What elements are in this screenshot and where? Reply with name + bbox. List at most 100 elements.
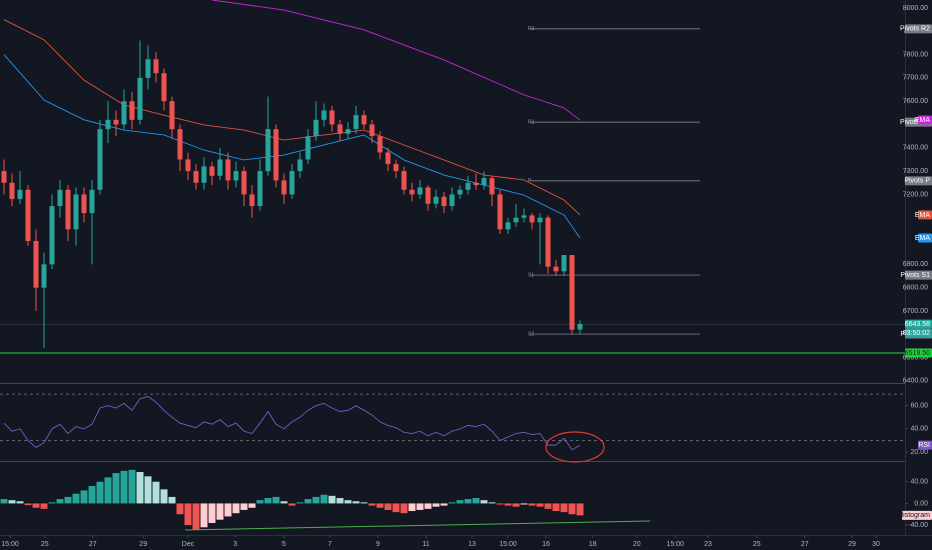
drawn-ellipse: [545, 431, 605, 463]
pivot-tag: Pivots R2: [900, 26, 930, 33]
histogram-bar: [112, 473, 120, 504]
x-tick-label: 25: [41, 541, 49, 548]
x-tick-label: 15:00: [1, 541, 19, 548]
candle-body: [561, 255, 567, 272]
candle-body: [273, 129, 279, 181]
candle-body: [521, 215, 527, 218]
y-tick-label: 60.00: [910, 403, 928, 410]
y-tick-label: 7400.00: [903, 145, 928, 152]
histogram-bar: [528, 503, 536, 506]
histogram-bar: [16, 501, 24, 504]
candle-body: [369, 124, 375, 137]
candle-body: [449, 194, 455, 207]
histogram-bar: [456, 500, 464, 504]
y-tick-label: 8000.00: [903, 5, 928, 12]
histogram-bar: [320, 494, 328, 504]
candle-body: [225, 159, 231, 181]
ema-line: [3, 54, 581, 239]
candle-body: [513, 217, 519, 223]
candle-body: [153, 59, 159, 74]
candle-body: [105, 119, 111, 130]
y-tick-label: 6500.00: [903, 354, 928, 361]
histogram-bar: [560, 503, 568, 513]
histogram-bar: [472, 498, 480, 504]
histogram-bar: [328, 495, 336, 504]
histogram-bar: [280, 501, 288, 504]
histogram-bar: [8, 500, 16, 504]
histogram-bar: [360, 502, 368, 504]
candle-body: [489, 178, 495, 195]
rsi-tag-bg: [918, 440, 932, 450]
candle-body: [1, 171, 7, 183]
histogram-bar: [192, 503, 200, 530]
y-tick-label: 20.00: [910, 449, 928, 456]
pivot-tag: Pivots S1: [900, 272, 930, 279]
candle-body: [217, 159, 223, 176]
y-tick-label: 6900.00: [903, 261, 928, 268]
candle-body: [169, 101, 175, 130]
candle-body: [129, 101, 135, 120]
candle-body: [473, 182, 479, 186]
y-tick-label: 0.00: [914, 500, 928, 507]
histogram-bar: [184, 503, 192, 526]
candle-body: [25, 189, 31, 242]
y-tick-label: 7200.00: [903, 191, 928, 198]
trend-line: [184, 520, 651, 531]
histogram-bar: [208, 503, 216, 523]
y-tick-label: 7800.00: [903, 51, 928, 58]
histogram-bar: [32, 503, 40, 508]
last-price-tag-bg: [905, 319, 932, 329]
candle-body: [569, 255, 575, 330]
histogram-bar: [400, 503, 408, 514]
ema-tag-bg: [918, 233, 932, 243]
pivot-label: S2: [528, 331, 534, 337]
histogram-bar: [72, 493, 80, 504]
x-tick-label: 7: [328, 541, 332, 548]
rsi-tag: RSI: [918, 442, 930, 449]
candle-body: [553, 266, 559, 272]
histogram-bar: [56, 499, 64, 504]
ema-line: [3, 19, 581, 216]
histogram-bar: [552, 503, 560, 512]
histogram-bar: [464, 499, 472, 504]
pivot-label: R2: [528, 26, 535, 32]
histogram-bar: [264, 498, 272, 504]
candle-body: [41, 264, 47, 288]
histogram-bar: [200, 503, 208, 528]
y-tick-label: 7600.00: [903, 98, 928, 105]
candle-body: [313, 119, 319, 137]
candle-body: [81, 194, 87, 214]
histogram-bar: [496, 503, 504, 505]
candle-body: [193, 171, 199, 183]
candle-body: [65, 189, 71, 230]
x-tick-label: 23: [704, 541, 712, 548]
y-tick-label: 6400.00: [903, 378, 928, 385]
candle-body: [417, 187, 423, 195]
histogram-bar: [296, 502, 304, 504]
histogram-bar: [216, 503, 224, 520]
candle-body: [137, 77, 143, 120]
x-tick-label: 15:00: [499, 541, 517, 548]
pivot-tag: Pivots R1: [900, 119, 930, 126]
ema-line: [211, 0, 581, 121]
histogram-bar: [152, 481, 160, 504]
histogram-bar: [424, 503, 432, 509]
y-tick-label: 7300.00: [903, 168, 928, 175]
x-tick-label: 11: [422, 541, 429, 548]
candle-body: [297, 159, 303, 172]
histogram-bar: [336, 498, 344, 504]
histogram-bar: [504, 503, 512, 506]
histogram-bar: [160, 489, 168, 504]
candle-body: [17, 189, 23, 200]
pivot-label: R1: [528, 119, 535, 125]
histogram-bar: [176, 503, 184, 515]
candle-body: [345, 129, 351, 134]
candle-body: [537, 217, 543, 223]
pivot-label: P: [528, 178, 532, 184]
candle-body: [57, 189, 63, 207]
histogram-bar: [96, 481, 104, 504]
candle-body: [49, 206, 55, 265]
candle-body: [145, 59, 151, 78]
candle-body: [33, 241, 39, 288]
